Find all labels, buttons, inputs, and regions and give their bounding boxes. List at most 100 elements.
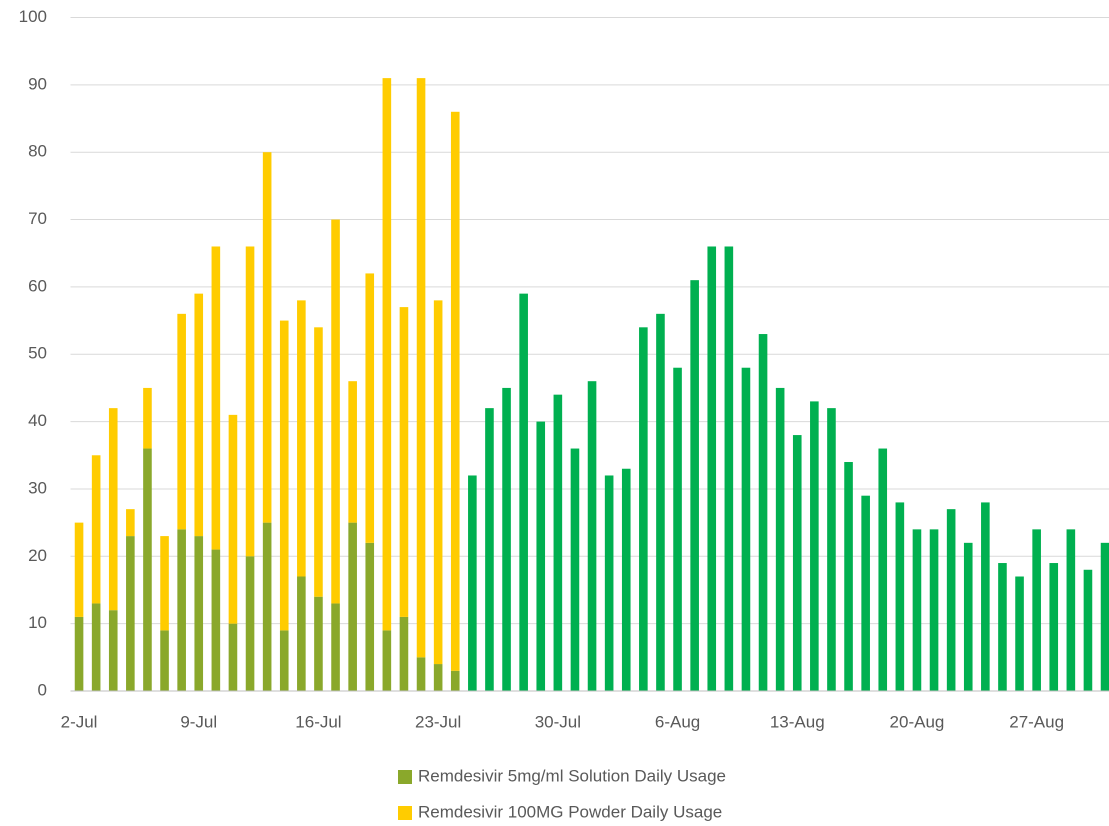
bar <box>194 293 204 537</box>
bar <box>861 495 870 691</box>
bar <box>74 522 84 617</box>
bar <box>792 435 802 691</box>
x-tick-label: 23-Jul <box>415 712 461 731</box>
bar <box>502 387 511 691</box>
y-tick-label: 60 <box>28 276 47 295</box>
bar <box>262 522 272 691</box>
bar <box>279 630 289 691</box>
legend-swatch <box>398 770 412 784</box>
bar <box>365 542 375 691</box>
bar <box>331 219 340 604</box>
bar <box>553 394 563 691</box>
bar <box>91 603 101 691</box>
bar <box>929 529 939 691</box>
bar <box>485 408 494 691</box>
bar <box>177 529 186 691</box>
bar <box>433 664 443 691</box>
bar <box>433 300 443 665</box>
legend-label: Remdesivir 5mg/ml Solution Daily Usage <box>418 766 726 785</box>
bar <box>160 536 169 631</box>
bar <box>963 542 973 691</box>
bar <box>912 529 922 691</box>
bar <box>74 616 84 691</box>
bar <box>348 381 357 523</box>
bar <box>245 246 255 557</box>
bar <box>365 273 375 543</box>
bar <box>126 509 135 537</box>
y-tick-label: 0 <box>38 680 47 699</box>
bar <box>160 630 169 691</box>
bar <box>382 630 392 691</box>
bar <box>108 610 118 691</box>
legend-swatch <box>398 806 412 820</box>
bar <box>416 657 426 691</box>
bar <box>1049 563 1059 691</box>
bar <box>741 367 751 691</box>
bar <box>1066 529 1076 691</box>
bar <box>895 502 905 691</box>
y-tick-label: 10 <box>28 613 47 632</box>
bar <box>536 421 546 691</box>
bar <box>194 536 204 691</box>
bar <box>827 408 836 691</box>
x-tick-label: 9-Jul <box>180 712 217 731</box>
y-tick-label: 70 <box>28 209 47 228</box>
bar <box>143 387 152 449</box>
bar <box>382 78 392 631</box>
bar <box>707 246 717 692</box>
bar <box>1100 542 1109 691</box>
x-tick-label: 6-Aug <box>655 712 700 731</box>
x-tick-label: 2-Jul <box>61 712 98 731</box>
bar <box>314 596 323 691</box>
y-tick-label: 50 <box>28 344 47 363</box>
bar <box>228 623 238 691</box>
bar <box>211 246 221 550</box>
bar <box>245 556 255 691</box>
legend-label: Remdesivir 100MG Powder Daily Usage <box>418 802 722 821</box>
x-tick-label: 16-Jul <box>295 712 341 731</box>
x-tick-label: 13-Aug <box>770 712 825 731</box>
bar <box>1032 529 1041 691</box>
bar <box>297 300 306 577</box>
bar <box>621 468 631 691</box>
bar <box>878 448 888 691</box>
bar <box>279 320 289 631</box>
bar <box>587 381 597 691</box>
bar <box>998 563 1007 691</box>
bar <box>450 670 460 691</box>
bar <box>331 603 340 691</box>
bar <box>570 448 580 691</box>
bar <box>91 455 101 604</box>
x-tick-label: 27-Aug <box>1009 712 1064 731</box>
bar <box>519 293 528 691</box>
bar <box>399 307 409 617</box>
bar <box>297 576 306 691</box>
bar <box>775 387 785 691</box>
bar <box>724 246 734 692</box>
bar <box>399 616 409 691</box>
bar <box>981 502 990 691</box>
bar <box>656 313 665 691</box>
bar <box>348 522 357 691</box>
bar <box>673 367 682 691</box>
bar <box>314 327 323 597</box>
bar <box>758 334 768 691</box>
bar <box>1015 576 1024 691</box>
bar <box>946 509 956 691</box>
bar <box>468 475 477 691</box>
bar <box>177 313 186 530</box>
bar <box>143 448 152 691</box>
bar <box>262 152 272 523</box>
x-tick-label: 20-Aug <box>890 712 945 731</box>
y-tick-label: 100 <box>19 7 47 26</box>
bar <box>690 280 699 691</box>
x-tick-label: 30-Jul <box>535 712 581 731</box>
y-tick-label: 30 <box>28 478 47 497</box>
bar <box>639 327 648 691</box>
bar <box>844 462 853 691</box>
bar <box>604 475 614 691</box>
y-tick-label: 80 <box>28 142 47 161</box>
y-tick-label: 40 <box>28 411 47 430</box>
bar <box>450 111 460 671</box>
